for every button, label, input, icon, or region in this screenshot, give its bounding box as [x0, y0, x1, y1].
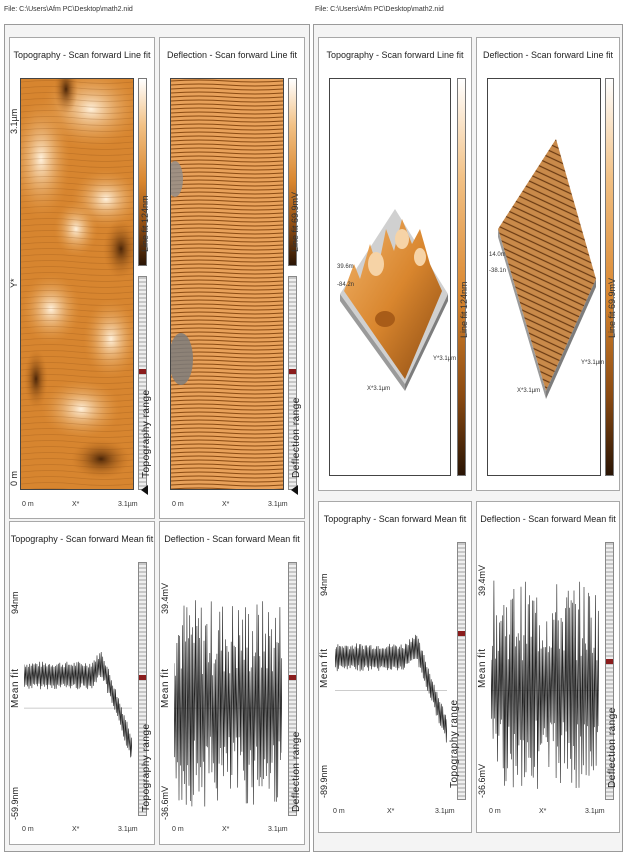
left-window: Topography - Scan forward Line fit [4, 24, 310, 852]
y-axis-top-label: 3.1µm [9, 108, 19, 134]
y-axis-mid-label: Mean fit [10, 668, 21, 708]
x-tick-mid: X* [222, 501, 230, 508]
x-tick-mid: X* [222, 826, 230, 833]
deflection-profile-plot[interactable] [491, 542, 599, 798]
y-axis-bottom-label: -36.6mV [477, 763, 487, 798]
topography-profile-plot[interactable] [335, 542, 447, 798]
colorbar-pointer-icon[interactable] [141, 485, 148, 495]
deflection-3d-panel[interactable]: Deflection - Scan forward Line fit 14.0m… [476, 37, 620, 491]
panel-title: Deflection - Scan forward Line fit [482, 50, 614, 60]
y-axis-label: Y*3.1µm [433, 356, 457, 362]
colorbar-pointer-icon[interactable] [291, 485, 298, 495]
range-marker[interactable] [289, 675, 296, 680]
x-axis-label: X*3.1µm [367, 386, 391, 392]
range-marker[interactable] [289, 369, 296, 374]
z-axis-top-label: 14.0m [489, 252, 506, 258]
panel-title: Deflection - Scan forward Mean fit [480, 514, 616, 524]
y-axis-mid-label: Y* [9, 278, 19, 288]
deflection-range-bar[interactable] [288, 562, 297, 816]
x-tick-start: 0 m [22, 501, 34, 508]
profile-trace [491, 580, 599, 789]
y-axis-bottom-label: -36.6mV [160, 785, 170, 820]
range-marker[interactable] [139, 369, 146, 374]
range-label: Topography range [449, 699, 460, 788]
profile-trace [174, 600, 282, 807]
x-tick-start: 0 m [489, 808, 501, 815]
profile-trace [335, 634, 447, 743]
deflection-image[interactable] [170, 78, 284, 490]
x-tick-end: 3.1µm [585, 808, 605, 815]
line-fit-colorbar [138, 78, 147, 266]
y-axis-mid-label: Mean fit [160, 668, 171, 708]
topography-profile-plot[interactable] [24, 562, 132, 814]
x-tick-start: 0 m [172, 501, 184, 508]
panel-title: Topography - Scan forward Mean fit [10, 534, 154, 544]
x-tick-start: 0 m [22, 826, 34, 833]
line-fit-colorbar [457, 78, 466, 476]
topography-mean-fit-panel-right[interactable]: Topography - Scan forward Mean fit 94nm … [318, 501, 472, 833]
line-fit-colorbar [288, 78, 297, 266]
y-axis-label: Y*3.1µm [581, 360, 605, 366]
deflection-line-fit-panel[interactable]: Deflection - Scan forward Line fit 0 m X… [159, 37, 305, 519]
x-tick-end: 3.1µm [268, 501, 288, 508]
deflection-range-bar[interactable] [605, 542, 614, 800]
colorbar-label: Line fit 124nm [140, 195, 150, 252]
colorbar-label: Line fit 69.9mV [290, 191, 300, 252]
range-label: Deflection range [607, 707, 618, 788]
topography-mean-fit-panel[interactable]: Topography - Scan forward Mean fit 94nm … [9, 521, 155, 845]
panel-title: Deflection - Scan forward Line fit [166, 50, 298, 60]
deflection-mean-fit-panel-right[interactable]: Deflection - Scan forward Mean fit 39.4m… [476, 501, 620, 833]
panel-title: Deflection - Scan forward Mean fit [164, 534, 300, 544]
y-axis-bottom-label: 0 m [9, 470, 19, 486]
deflection-profile-plot[interactable] [174, 562, 282, 814]
range-label: Deflection range [291, 397, 302, 478]
panel-title: Topography - Scan forward Mean fit [323, 514, 467, 524]
range-label: Deflection range [291, 731, 302, 812]
x-tick-end: 3.1µm [118, 501, 138, 508]
colorbar-label: Line fit 124nm [459, 281, 469, 338]
y-axis-mid-label: Mean fit [319, 648, 330, 688]
panel-title: Topography - Scan forward Line fit [326, 50, 464, 60]
topography-3d-view[interactable] [329, 78, 451, 476]
x-tick-start: 0 m [172, 826, 184, 833]
y-axis-top-label: 39.4mV [477, 564, 487, 596]
topography-range-bar[interactable] [457, 542, 466, 800]
file-path-left: File: C:\Users\Afm PC\Desktop\math2.nid [4, 6, 133, 13]
line-fit-colorbar [605, 78, 614, 476]
range-label: Topography range [141, 723, 152, 812]
right-window: Topography - Scan forward Line fit [313, 24, 623, 852]
deflection-3d-view[interactable] [487, 78, 601, 476]
panel-title: Topography - Scan forward Line fit [13, 50, 151, 60]
file-path-right: File: C:\Users\Afm PC\Desktop\math2.nid [315, 6, 444, 13]
y-axis-top-label: 94nm [319, 573, 329, 596]
z-axis-bottom-label: -38.1n [489, 268, 507, 274]
range-marker[interactable] [139, 675, 146, 680]
y-axis-top-label: 94nm [10, 591, 20, 614]
deflection-mean-fit-panel[interactable]: Deflection - Scan forward Mean fit 39.4m… [159, 521, 305, 845]
topography-image[interactable] [20, 78, 134, 490]
range-label: Topography range [141, 389, 152, 478]
profile-trace [24, 651, 132, 758]
x-tick-mid: X* [539, 808, 547, 815]
topography-range-bar[interactable] [138, 562, 147, 816]
range-marker[interactable] [606, 659, 613, 664]
x-tick-end: 3.1µm [435, 808, 455, 815]
z-axis-bottom-label: -84.2n [337, 282, 355, 288]
x-tick-end: 3.1µm [268, 826, 288, 833]
y-axis-bottom-label: -59.9nm [10, 786, 20, 820]
topography-line-fit-panel[interactable]: Topography - Scan forward Line fit [9, 37, 155, 519]
topography-3d-panel[interactable]: Topography - Scan forward Line fit [318, 37, 472, 491]
z-axis-top-label: 39.6m [337, 264, 354, 270]
x-axis-label: X*3.1µm [517, 388, 541, 394]
x-tick-mid: X* [387, 808, 395, 815]
x-tick-mid: X* [72, 501, 80, 508]
x-tick-start: 0 m [333, 808, 345, 815]
range-marker[interactable] [458, 631, 465, 636]
colorbar-label: Line fit 69.9mV [607, 277, 617, 338]
x-tick-mid: X* [72, 826, 80, 833]
y-axis-top-label: 39.4mV [160, 582, 170, 614]
y-axis-bottom-label: -89.9nm [319, 764, 329, 798]
y-axis-mid-label: Mean fit [477, 648, 488, 688]
x-tick-end: 3.1µm [118, 826, 138, 833]
